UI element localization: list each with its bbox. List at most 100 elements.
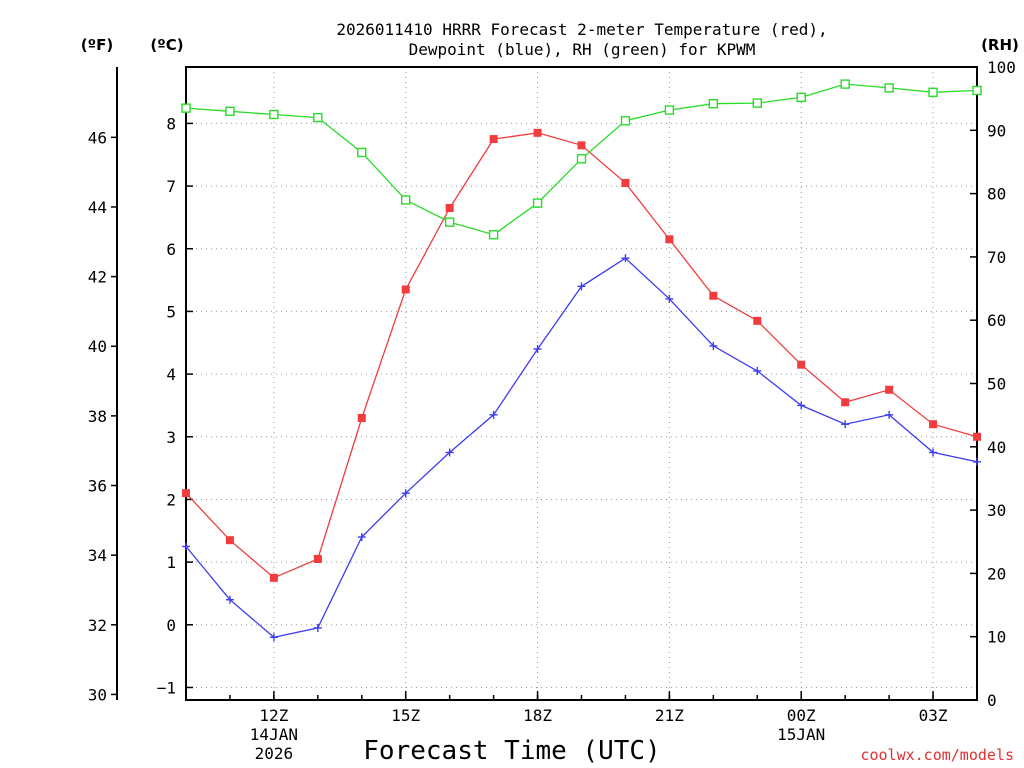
fahrenheit-tick-label: 44 [88,198,107,217]
rh-point [928,87,938,98]
rh-tick-label: 20 [987,564,1006,583]
temperature-point [665,235,674,244]
temperature-point [313,554,322,563]
temperature-point [929,420,938,429]
time-tick-label: 15Z [391,706,420,725]
temperature-point [445,204,454,213]
time-tick-label: 03Z [919,706,948,725]
rh-point [488,230,499,240]
temperature-point [753,316,762,325]
rh-point [225,106,235,117]
temperature-point [577,141,586,150]
celsius-tick-label: 7 [166,177,176,196]
temperature-point [709,291,718,300]
series-temperature [182,128,981,582]
dewpoint-point [269,633,278,642]
temperature-point [797,360,806,369]
dewpoint-point [489,410,498,419]
fahrenheit-axis: 30 32 34 36 38 40 42 44 46 [88,67,118,704]
fahrenheit-unit-label: (ºF) [81,36,113,54]
rh-tick-label: 70 [987,248,1006,267]
celsius-axis: −1 0 1 2 3 4 5 6 7 8 [157,114,193,697]
dewpoint-point [665,294,674,303]
time-tick-label: 21Z [655,706,684,725]
temperature-point [489,135,498,144]
rh-point [576,154,587,164]
rh-tick-label: 50 [987,375,1006,394]
dewpoint-point [577,282,586,291]
rh-axis: 0 10 20 30 40 50 60 70 80 90 100 [970,58,1016,710]
dewpoint-point [621,254,630,263]
dewpoint-point [973,457,981,466]
rh-point [181,103,191,113]
rh-tick-label: 100 [987,58,1016,77]
dewpoint-point [709,341,718,350]
rh-point [752,98,762,108]
rh-tick-label: 90 [987,121,1006,140]
rh-point [708,99,719,109]
time-tick-label: 18Z [523,706,552,725]
temperature-point [357,413,366,422]
x-axis-title: Forecast Time (UTC) [363,736,660,766]
rh-point [884,83,894,93]
celsius-tick-label: 8 [166,114,176,133]
dewpoint-point [885,410,894,419]
date-tick-label: 15JAN [777,725,825,744]
temperature-point [225,536,234,545]
temperature-point [533,128,542,137]
chart-title-line1: 2026011410 HRRR Forecast 2-meter Tempera… [336,20,827,39]
celsius-unit-label: (ºC) [150,36,183,54]
rh-point [401,195,411,205]
celsius-tick-label: 0 [166,616,176,635]
dewpoint-point [533,345,542,354]
dewpoint-point [225,595,234,604]
rh-point [972,85,982,96]
temperature-point [841,398,850,407]
series-dewpoint [182,254,981,642]
rh-point [269,109,279,120]
celsius-tick-label: 2 [166,490,176,509]
rh-tick-label: 80 [987,185,1006,204]
data-series [181,79,982,642]
celsius-tick-label: 5 [166,302,176,321]
fahrenheit-tick-label: 36 [88,477,107,496]
temperature-point [401,285,410,294]
celsius-tick-label: 1 [166,553,176,572]
fahrenheit-tick-label: 42 [88,268,107,287]
fahrenheit-tick-label: 38 [88,407,107,426]
dewpoint-point [313,623,322,632]
chart-title-line2: Dewpoint (blue), RH (green) for KPWM [409,40,756,59]
rh-tick-label: 30 [987,501,1006,520]
grid-lines [186,67,977,700]
temperature-point [621,178,630,187]
celsius-tick-label: 4 [166,365,176,384]
temperature-point [973,432,981,441]
rh-tick-label: 60 [987,311,1006,330]
dewpoint-point [357,533,366,542]
rh-tick-label: 40 [987,438,1006,457]
dewpoint-point [797,401,806,410]
rh-point [796,92,806,103]
dewpoint-point [841,420,850,429]
fahrenheit-tick-label: 30 [88,685,107,704]
date-tick-label: 14JAN [250,725,298,744]
rh-point [313,112,323,123]
rh-point [357,147,367,158]
dewpoint-point [753,366,762,375]
rh-tick-label: 0 [987,691,997,710]
series-rh [181,79,982,240]
dewpoint-line [185,257,978,639]
dewpoint-point [401,489,410,498]
dewpoint-point [182,542,190,551]
rh-point [620,116,631,126]
dewpoint-point [929,448,938,457]
temperature-line [185,132,978,579]
rh-point [840,79,850,89]
temperature-point [885,385,894,394]
celsius-tick-label: 6 [166,240,176,259]
dewpoint-point [445,448,454,457]
fahrenheit-tick-label: 40 [88,337,107,356]
rh-point [664,105,675,115]
